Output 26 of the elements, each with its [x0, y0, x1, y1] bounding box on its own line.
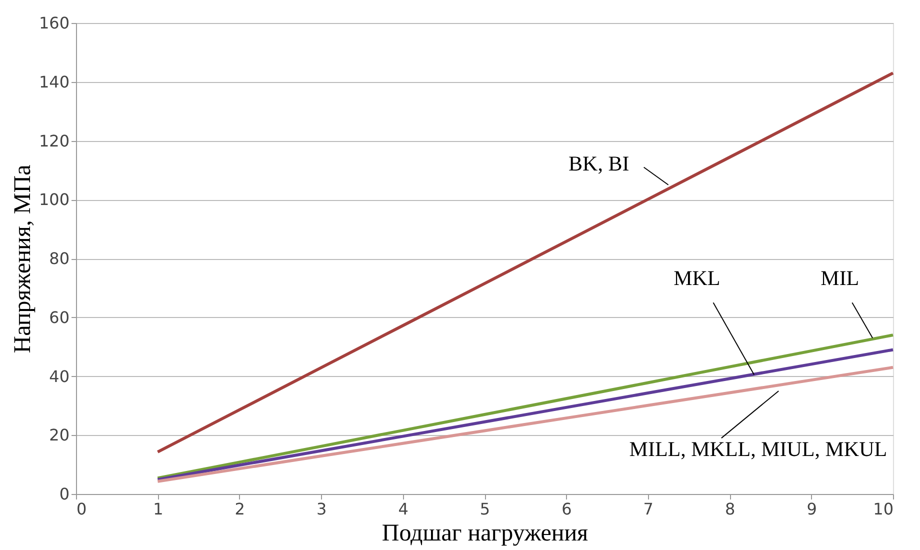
- y-tick-label: 120: [38, 131, 70, 150]
- y-tick-label: 80: [49, 249, 70, 268]
- text: MIL: [820, 266, 860, 290]
- x-tick-label: 3: [316, 500, 327, 518]
- y-tick-label: 0: [59, 484, 70, 504]
- x-tick-label: 2: [234, 500, 245, 518]
- y-tick-label: 140: [38, 72, 70, 92]
- y-tick-label: 100: [38, 190, 70, 210]
- x-tick-label: 5: [480, 500, 490, 518]
- y-tick-label: 20: [49, 426, 70, 445]
- x-tick-label: 10: [873, 500, 894, 518]
- y-tick-label: 160: [38, 14, 70, 32]
- text: MKL: [674, 266, 720, 290]
- x-tick-label: 1: [153, 500, 164, 518]
- x-tick-label: 7: [643, 500, 654, 518]
- series-label: BK, BI: [568, 151, 630, 176]
- y-tick-label: 60: [49, 308, 70, 327]
- x-tick-label: 8: [725, 500, 736, 518]
- x-tick-label: 6: [562, 500, 572, 518]
- x-axis-title: Подшаг нагружения: [382, 520, 588, 546]
- y-tick-label: 40: [49, 366, 70, 386]
- x-tick-label: 9: [806, 500, 817, 518]
- x-tick-label: 4: [398, 500, 408, 518]
- x-tick-label: 0: [76, 500, 87, 518]
- y-axis-title: Напряжения, МПа: [10, 164, 36, 354]
- series-label: MILL, MKLL, MIUL, MKUL: [629, 436, 888, 461]
